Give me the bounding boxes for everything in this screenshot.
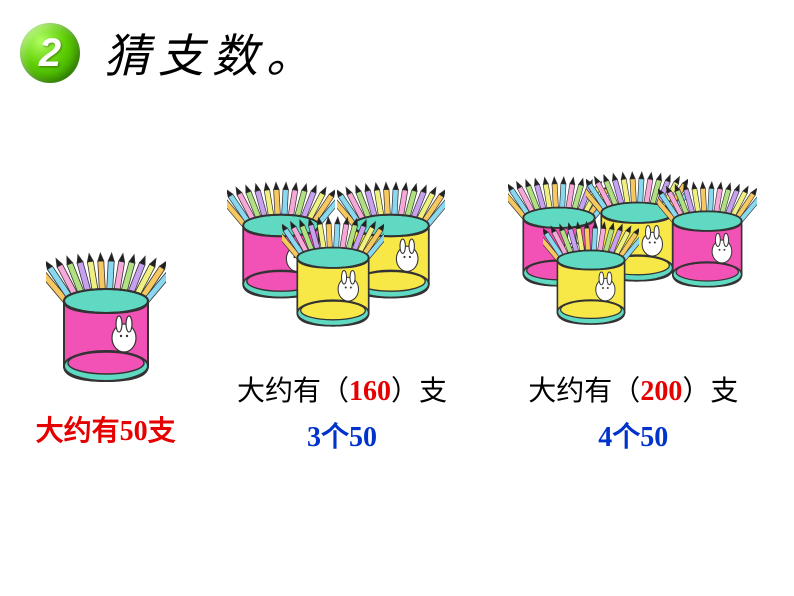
header: 2 猜支数。: [0, 0, 794, 86]
question-number-badge: 2: [20, 23, 80, 83]
cup-group-1: 大约有50支: [36, 216, 176, 455]
label-part: 大约有（: [237, 376, 349, 407]
cup-group-3: 大约有（200）支 4个50: [508, 166, 758, 455]
label-part: 200: [640, 376, 682, 407]
pencil-cup: [46, 246, 166, 401]
page-title: 猜支数。: [104, 20, 320, 86]
pencil-cup: [658, 176, 756, 304]
label-part: 大约有（: [528, 376, 640, 407]
label-1: 大约有50支: [36, 412, 176, 451]
label-part: ）支: [391, 376, 447, 407]
question-number: 2: [39, 31, 61, 76]
cups-container-2: [227, 166, 457, 356]
content-area: 大约有50支: [0, 86, 794, 455]
pencil-cup-icon: [46, 246, 166, 396]
cups-container-3: [508, 166, 758, 356]
sub-label-3: 4个50: [598, 415, 668, 455]
cups-container-1: [36, 216, 176, 396]
label-2: 大约有（160）支: [237, 372, 447, 411]
cup-group-2: 大约有（160）支 3个50: [227, 166, 457, 455]
sub-label-2: 3个50: [307, 415, 377, 455]
label-part: ）支: [682, 376, 738, 407]
label-part: 50: [120, 416, 148, 447]
label-part: 160: [349, 376, 391, 407]
label-part: 大约有: [36, 416, 120, 447]
pencil-cup-icon: [543, 216, 639, 336]
pencil-cup-icon: [658, 176, 756, 299]
pencil-cup-icon: [282, 211, 384, 339]
pencil-cup: [282, 211, 384, 344]
label-3: 大约有（200）支: [528, 372, 738, 411]
label-part: 支: [148, 416, 176, 447]
pencil-cup: [543, 216, 639, 341]
